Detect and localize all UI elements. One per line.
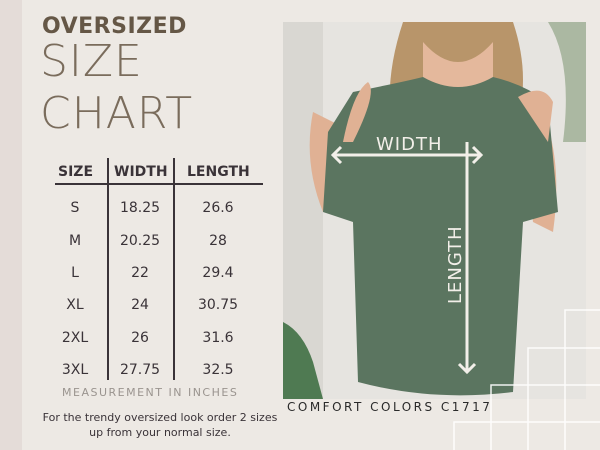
table-cell: 26.6: [202, 200, 234, 216]
header-divider: [55, 183, 263, 185]
header-length: LENGTH: [187, 164, 250, 180]
table-cell: 20.25: [119, 233, 161, 249]
table-cell: 3XL: [61, 362, 89, 378]
table-cell: 2XL: [61, 330, 89, 346]
table-cell: 24: [131, 297, 149, 313]
table-cell: 22: [131, 265, 149, 281]
title-chart: CHART: [40, 88, 194, 139]
fit-note: For the trendy oversized look order 2 si…: [42, 411, 278, 439]
table-cell: L: [71, 265, 79, 281]
length-arrow: [457, 142, 477, 375]
table-cell: 28: [209, 233, 227, 249]
length-label: LENGTH: [445, 225, 466, 304]
brand-label: COMFORT COLORS C1717: [287, 400, 493, 414]
column-divider: [173, 158, 175, 380]
width-arrow: [330, 145, 484, 165]
model-photo: WIDTH LENGTH: [283, 22, 586, 399]
table-cell: 29.4: [202, 265, 234, 281]
t-shirt: [323, 77, 558, 396]
column-divider: [107, 158, 109, 380]
title-size: SIZE: [40, 36, 143, 87]
header-width: WIDTH: [114, 164, 168, 180]
table-cell: 31.6: [202, 330, 234, 346]
table-cell: 30.75: [197, 297, 239, 313]
table-cell: S: [70, 200, 80, 216]
measurement-note: MEASUREMENT IN INCHES: [62, 386, 239, 399]
width-label: WIDTH: [376, 134, 443, 155]
table-cell: 32.5: [202, 362, 234, 378]
plant-leaf: [548, 22, 586, 142]
title-oversized: OVERSIZED: [42, 14, 187, 39]
table-cell: 18.25: [119, 200, 161, 216]
table-cell: M: [68, 233, 82, 249]
table-cell: XL: [66, 297, 84, 313]
header-size: SIZE: [58, 164, 94, 180]
table-cell: 27.75: [119, 362, 161, 378]
plant-leaf: [283, 322, 323, 399]
table-cell: 26: [131, 330, 149, 346]
